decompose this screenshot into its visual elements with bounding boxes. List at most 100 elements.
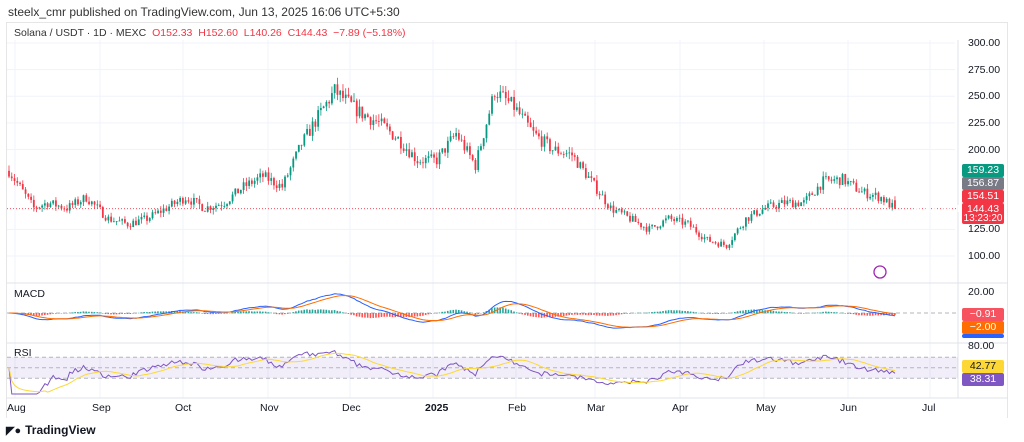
- candle: [648, 226, 651, 232]
- macd-histogram-bar: [262, 311, 264, 314]
- macd-histogram-bar: [648, 312, 651, 314]
- candle: [507, 98, 510, 102]
- candle: [499, 91, 502, 99]
- macd-histogram-bar: [336, 310, 339, 314]
- macd-histogram-bar: [496, 307, 499, 314]
- candle: [717, 243, 720, 247]
- candle: [355, 100, 358, 117]
- time-axis-label: Sep: [92, 402, 111, 414]
- macd-histogram-bar: [460, 310, 463, 314]
- tradingview-logo[interactable]: ◤● TradingView: [6, 423, 96, 437]
- candle: [66, 208, 68, 211]
- brand-name: TradingView: [25, 423, 96, 437]
- candle: [93, 201, 96, 205]
- candle: [540, 136, 543, 147]
- macd-histogram-bar: [355, 313, 358, 317]
- macd-histogram-bar: [678, 310, 681, 314]
- macd-histogram-bar: [85, 311, 87, 314]
- macd-histogram-bar: [444, 311, 446, 314]
- macd-histogram-bar: [642, 312, 645, 314]
- macd-histogram-bar: [270, 312, 272, 314]
- macd-histogram-bar: [143, 311, 145, 314]
- macd-histogram-bar: [226, 313, 228, 314]
- time-axis-label: Jun: [840, 402, 857, 414]
- candle: [634, 216, 637, 222]
- candle: [253, 180, 256, 184]
- candle: [328, 101, 331, 104]
- candle: [115, 221, 118, 222]
- macd-histogram-bar: [427, 313, 430, 315]
- candle: [311, 121, 314, 136]
- candle: [441, 148, 444, 153]
- price-axis-label: 300.00: [968, 37, 1001, 49]
- rsi-line: [8, 349, 896, 395]
- candle: [55, 200, 57, 207]
- macd-histogram-bar: [82, 311, 85, 314]
- candle: [201, 204, 204, 211]
- macd-histogram-bar: [245, 311, 248, 314]
- candle: [623, 211, 626, 213]
- macd-histogram-bar: [833, 312, 835, 314]
- ohlc-open: O152.33: [152, 27, 193, 39]
- candle: [135, 220, 137, 226]
- macd-histogram-bar: [107, 313, 110, 315]
- macd-histogram-bar: [275, 313, 278, 315]
- macd-histogram-bar: [198, 312, 201, 314]
- candle: [866, 188, 869, 199]
- candle: [339, 90, 342, 95]
- candle: [388, 126, 391, 132]
- candle: [350, 96, 353, 102]
- candle: [711, 241, 714, 243]
- macd-histogram-bar: [507, 309, 510, 314]
- candle: [805, 196, 808, 201]
- histogram-value-tag: [962, 334, 1004, 338]
- macd-histogram-bar: [422, 313, 424, 316]
- macd-histogram-bar: [259, 311, 261, 314]
- symbol-name[interactable]: Solana / USDT · 1D · MEXC: [14, 27, 147, 39]
- candle: [692, 226, 695, 228]
- candle: [303, 134, 306, 146]
- macd-histogram-bar: [673, 310, 675, 314]
- candle: [753, 210, 756, 215]
- candle: [565, 153, 568, 155]
- time-axis-label: Jul: [922, 402, 936, 414]
- macd-histogram-bar: [847, 313, 849, 314]
- macd-histogram-bar: [656, 311, 659, 314]
- macd-histogram-bar: [234, 311, 237, 314]
- macd-histogram-bar: [295, 311, 297, 314]
- macd-histogram-bar: [800, 313, 802, 314]
- macd-histogram-bar: [297, 310, 300, 314]
- candle: [198, 199, 201, 205]
- macd-histogram-bar: [786, 312, 789, 314]
- candle: [402, 148, 405, 151]
- macd-histogram-bar: [151, 311, 154, 314]
- candle: [124, 219, 126, 223]
- candle: [871, 194, 874, 197]
- macd-histogram-bar: [124, 313, 126, 314]
- macd-histogram-bar: [55, 313, 57, 314]
- candle: [165, 208, 168, 211]
- macd-histogram-bar: [488, 309, 490, 314]
- candle: [725, 244, 728, 248]
- candle: [554, 146, 557, 151]
- candle: [146, 215, 148, 221]
- candle: [593, 177, 596, 181]
- candle: [513, 96, 515, 110]
- macd-histogram-bar: [248, 311, 250, 314]
- candle: [653, 225, 656, 227]
- macd-histogram-bar: [593, 313, 595, 315]
- candle: [858, 191, 860, 193]
- macd-histogram-bar: [237, 311, 239, 314]
- candle: [640, 222, 642, 228]
- candle: [667, 215, 670, 219]
- candle: [888, 198, 891, 208]
- macd-histogram-bar: [242, 311, 245, 314]
- price-axis-label: 250.00: [968, 90, 1001, 103]
- candle: [532, 127, 535, 131]
- macd-histogram-bar: [532, 313, 535, 317]
- candle: [121, 219, 124, 221]
- candle: [615, 210, 618, 213]
- candle: [469, 146, 471, 156]
- macd-histogram-bar: [612, 313, 615, 316]
